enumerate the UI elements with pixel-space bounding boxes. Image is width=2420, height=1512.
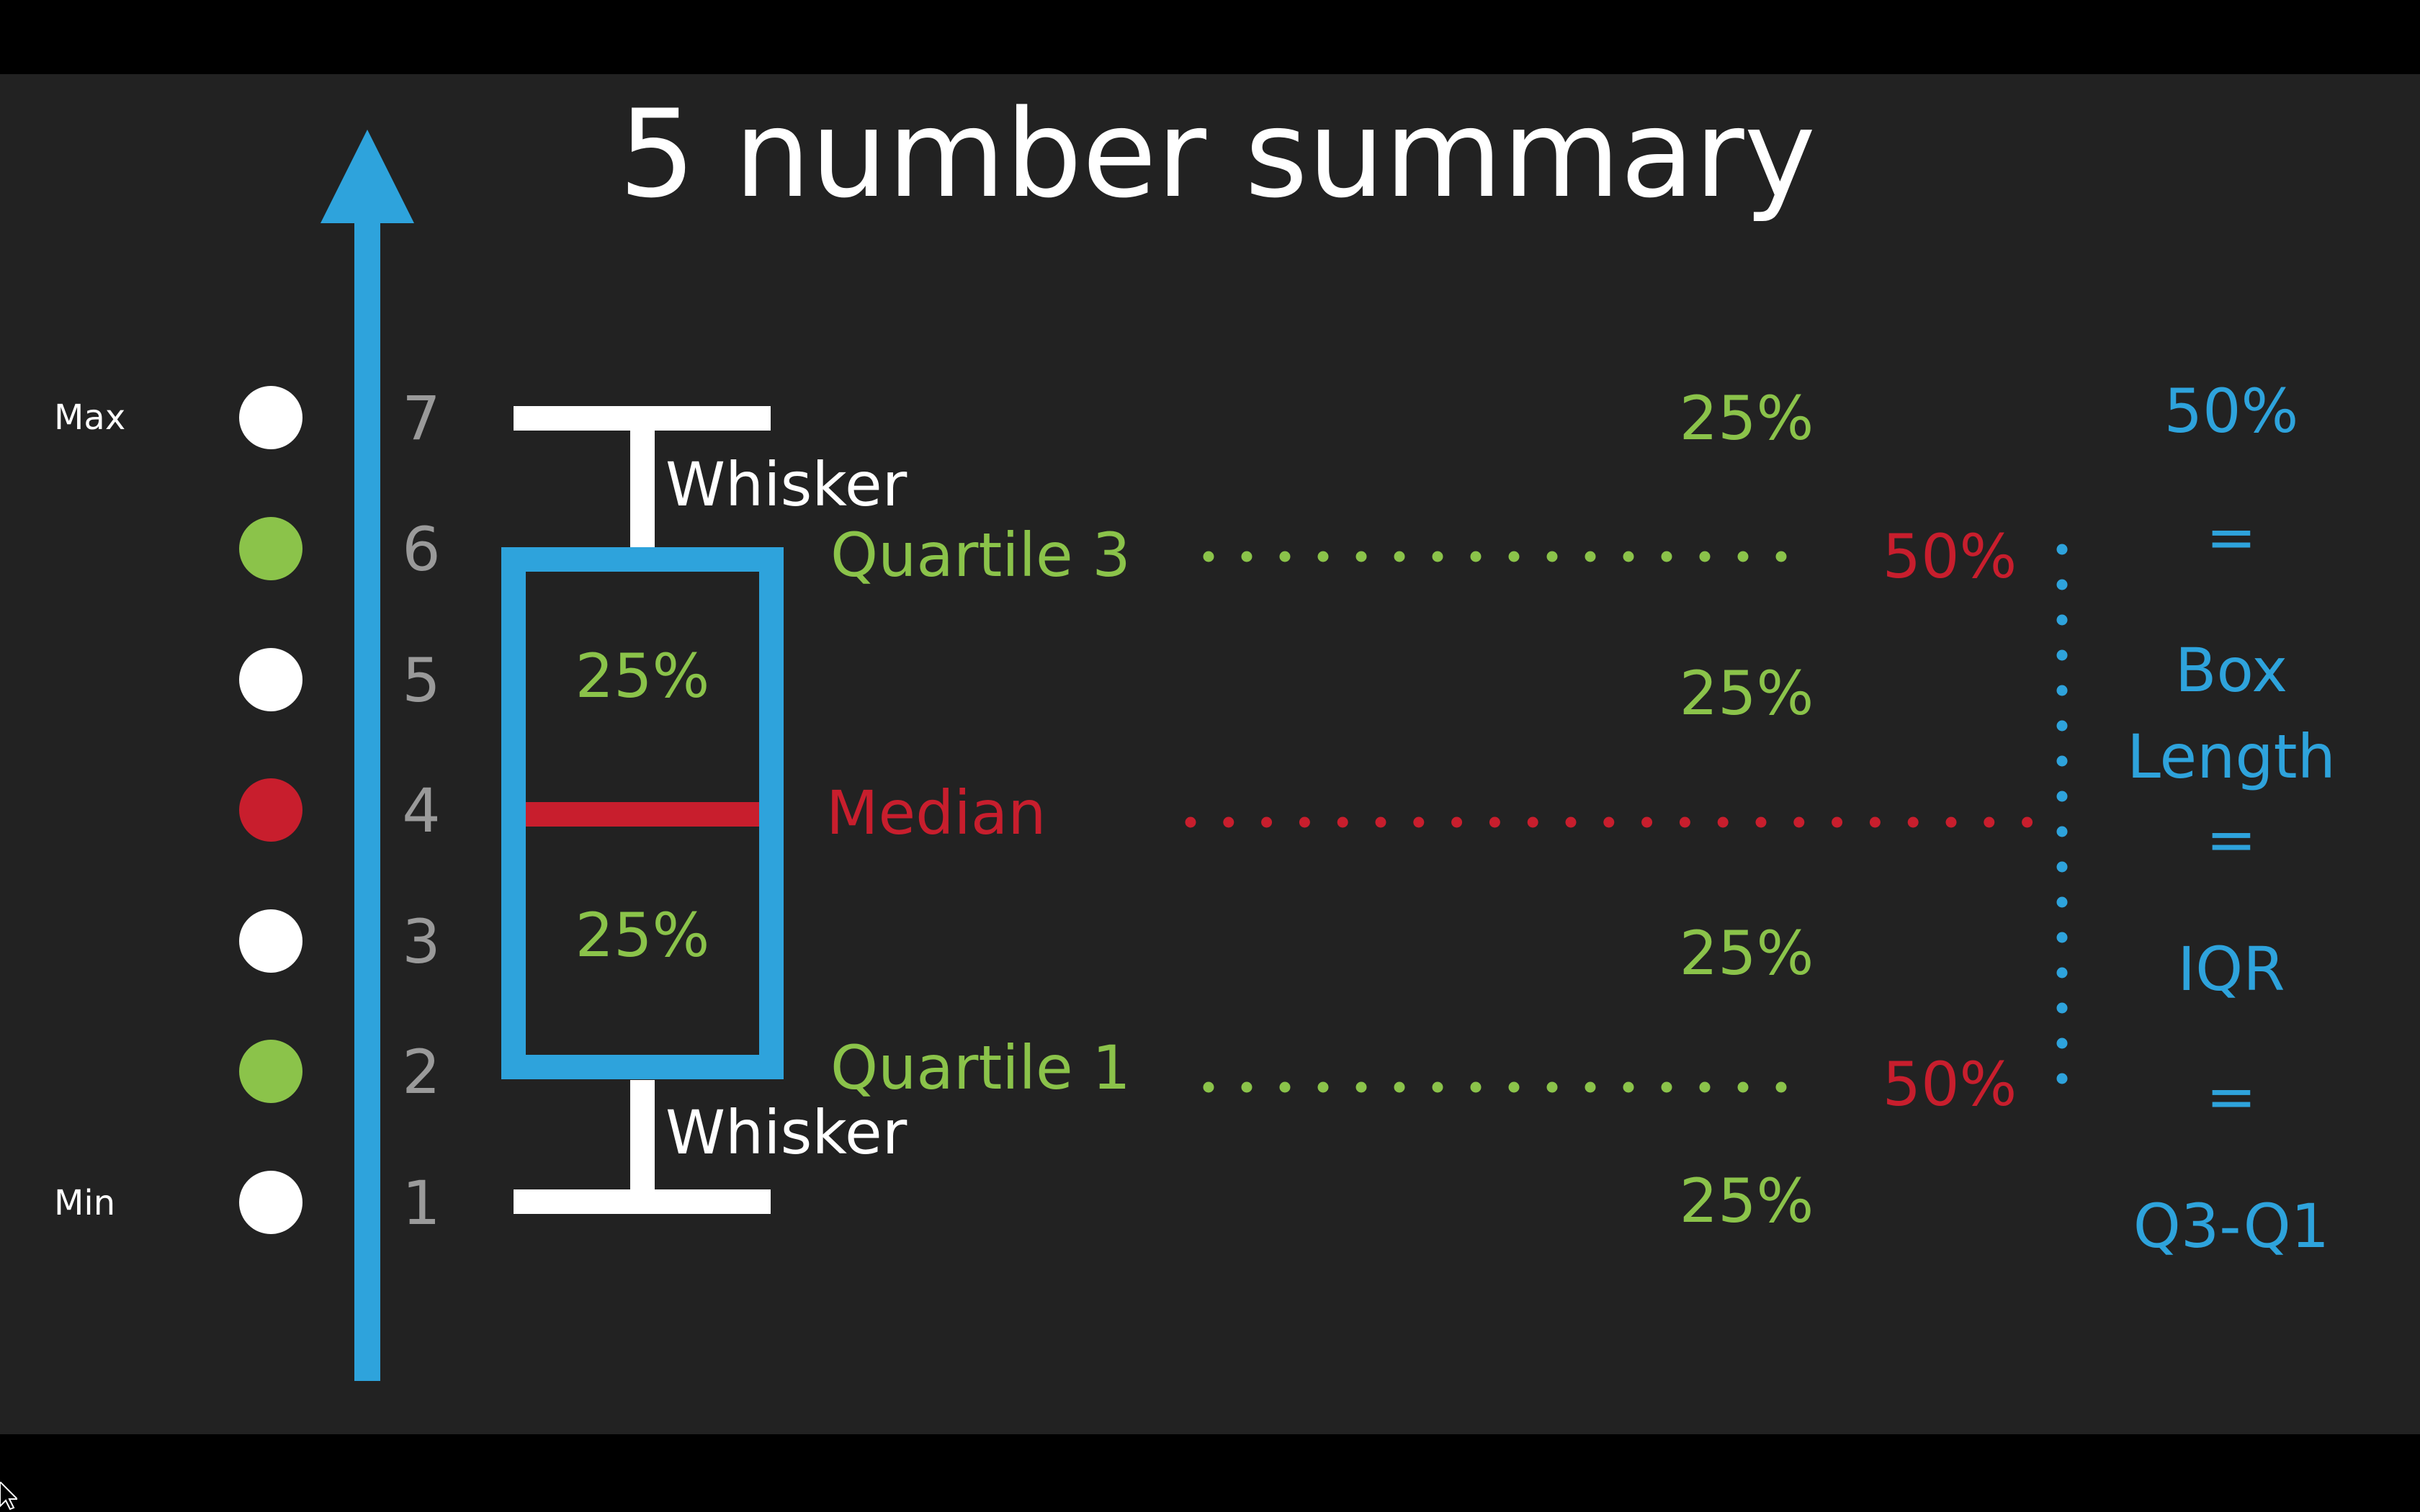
segment-bottom-percent: 25% xyxy=(1680,1166,1814,1236)
whisker-bottom-label: Whisker xyxy=(666,1097,908,1168)
quartile3-label: Quartile 3 xyxy=(830,520,1131,590)
tick-7: 7 xyxy=(402,383,440,454)
iqr-formula: Q3-Q1 xyxy=(2133,1191,2330,1261)
tick-3: 3 xyxy=(402,906,440,977)
whisker-top-stem xyxy=(630,431,655,547)
data-dots xyxy=(239,386,302,1234)
lower-half-percent: 50% xyxy=(1883,1049,2017,1120)
axis-ticks: 1 2 3 4 5 6 7 xyxy=(402,383,440,1238)
iqr-equals-2: = xyxy=(2206,804,2257,875)
dot-2 xyxy=(239,1040,302,1103)
iqr-box xyxy=(501,547,784,1079)
min-label: Min xyxy=(54,1183,115,1223)
whisker-top-cap xyxy=(514,406,771,431)
upper-half-percent: 50% xyxy=(1883,521,2017,592)
iqr-equals-3: = xyxy=(2206,1061,2257,1132)
median-line xyxy=(526,802,759,827)
segment-lower-mid-percent: 25% xyxy=(1680,918,1814,989)
iqr-length-word: Length xyxy=(2127,721,2336,792)
tick-1: 1 xyxy=(402,1168,440,1238)
median-label: Median xyxy=(826,778,1047,848)
tick-5: 5 xyxy=(402,645,440,716)
whisker-bottom-stem xyxy=(630,1080,655,1189)
box-upper-percent: 25% xyxy=(575,641,710,711)
axis-line xyxy=(354,216,380,1381)
dot-3 xyxy=(239,909,302,973)
segment-top-percent: 25% xyxy=(1680,383,1814,454)
whisker-bottom-cap xyxy=(514,1189,771,1214)
iqr-explanation: 50% = Box Length = IQR = Q3-Q1 xyxy=(2127,376,2336,1261)
iqr-percent: 50% xyxy=(2164,376,2299,446)
axis-arrowhead-icon xyxy=(321,130,414,223)
iqr-label: IQR xyxy=(2177,934,2285,1004)
segment-percents: 25% 25% 25% 25% xyxy=(1680,383,1814,1236)
iqr-box-word: Box xyxy=(2175,635,2287,706)
dot-4 xyxy=(239,778,302,842)
tick-6: 6 xyxy=(402,514,440,585)
quartile1-label: Quartile 1 xyxy=(830,1032,1131,1103)
dot-6 xyxy=(239,517,302,580)
box-lower-percent: 25% xyxy=(575,900,710,971)
tick-4: 4 xyxy=(402,775,440,846)
whiskers xyxy=(514,406,771,1214)
whisker-top-label: Whisker xyxy=(666,449,908,520)
dot-5 xyxy=(239,648,302,711)
slide xyxy=(0,74,2420,1434)
page-title: 5 number summary xyxy=(619,84,1816,225)
iqr-equals-1: = xyxy=(2206,502,2257,572)
tick-2: 2 xyxy=(402,1037,440,1107)
max-label: Max xyxy=(54,397,125,438)
mouse-pointer-icon xyxy=(0,1482,17,1511)
dot-7 xyxy=(239,386,302,449)
dot-1 xyxy=(239,1171,302,1234)
segment-upper-mid-percent: 25% xyxy=(1680,658,1814,729)
